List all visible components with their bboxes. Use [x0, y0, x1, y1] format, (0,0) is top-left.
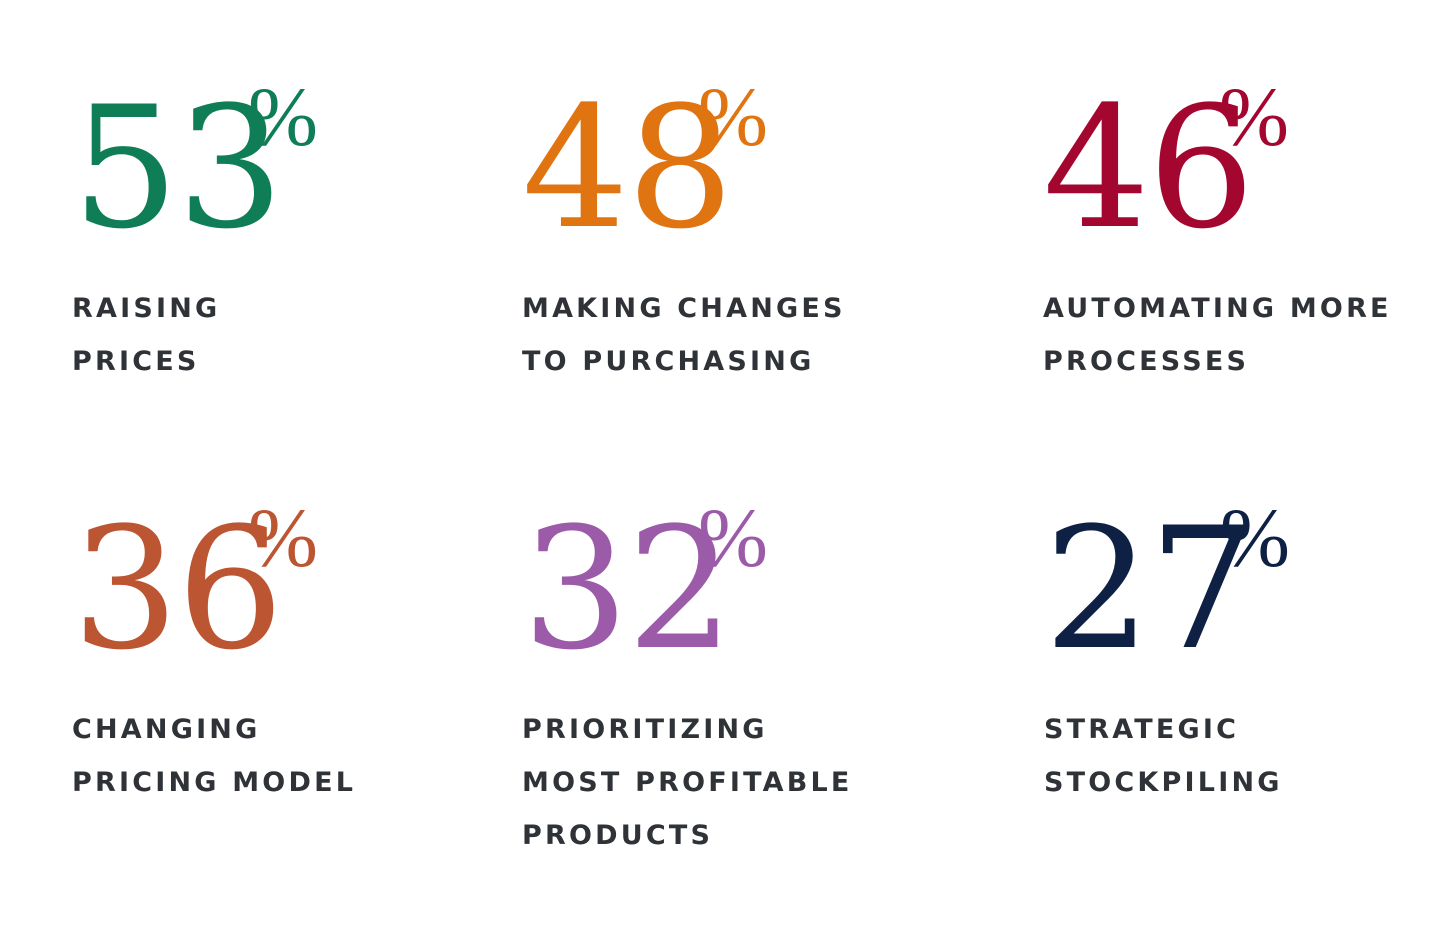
stat-label-line: PRICES	[72, 346, 200, 377]
stat-label: CHANGING PRICING MODEL	[72, 703, 472, 809]
stat-figure: 46 %	[1043, 70, 1440, 266]
stat-label-line: PRODUCTS	[522, 820, 714, 851]
stat-label-line: PRIORITIZING	[522, 714, 768, 745]
stat-label-line: AUTOMATING MORE	[1043, 293, 1392, 324]
percent-sign: %	[1220, 492, 1290, 585]
percent-sign: %	[698, 492, 768, 585]
stat-label-line: PROCESSES	[1043, 346, 1250, 377]
stat-value: 48	[522, 70, 734, 266]
stat-value: 27	[1044, 491, 1256, 687]
stat-figure: 53 %	[72, 70, 472, 266]
stat-label-line: STOCKPILING	[1044, 767, 1283, 798]
stat-label-line: MOST PROFITABLE	[522, 767, 853, 798]
stat-label-line: PRICING MODEL	[72, 767, 357, 798]
stat-label-line: CHANGING	[72, 714, 261, 745]
stat-label: PRIORITIZING MOST PROFITABLE PRODUCTS	[522, 703, 922, 862]
stat-label-line: MAKING CHANGES	[522, 293, 846, 324]
percent-sign: %	[248, 71, 318, 164]
stat-value: 32	[522, 491, 734, 687]
percent-sign: %	[1219, 71, 1289, 164]
stat-figure: 32 %	[522, 491, 922, 687]
stat-value: 46	[1043, 70, 1255, 266]
stat-label-line: STRATEGIC	[1044, 714, 1240, 745]
stat-figure: 36 %	[72, 491, 472, 687]
stat-label: AUTOMATING MORE PROCESSES	[1043, 282, 1440, 388]
stat-label: RAISING PRICES	[72, 282, 472, 388]
stat-value: 36	[72, 491, 284, 687]
stat-label-line: TO PURCHASING	[522, 346, 815, 377]
percent-sign: %	[698, 71, 768, 164]
stat-value: 53	[72, 70, 284, 266]
stat-figure: 48 %	[522, 70, 922, 266]
percent-sign: %	[248, 492, 318, 585]
stat-figure: 27 %	[1044, 491, 1440, 687]
stat-label-line: RAISING	[72, 293, 221, 324]
stat-label: STRATEGIC STOCKPILING	[1044, 703, 1440, 809]
stat-label: MAKING CHANGES TO PURCHASING	[522, 282, 922, 388]
